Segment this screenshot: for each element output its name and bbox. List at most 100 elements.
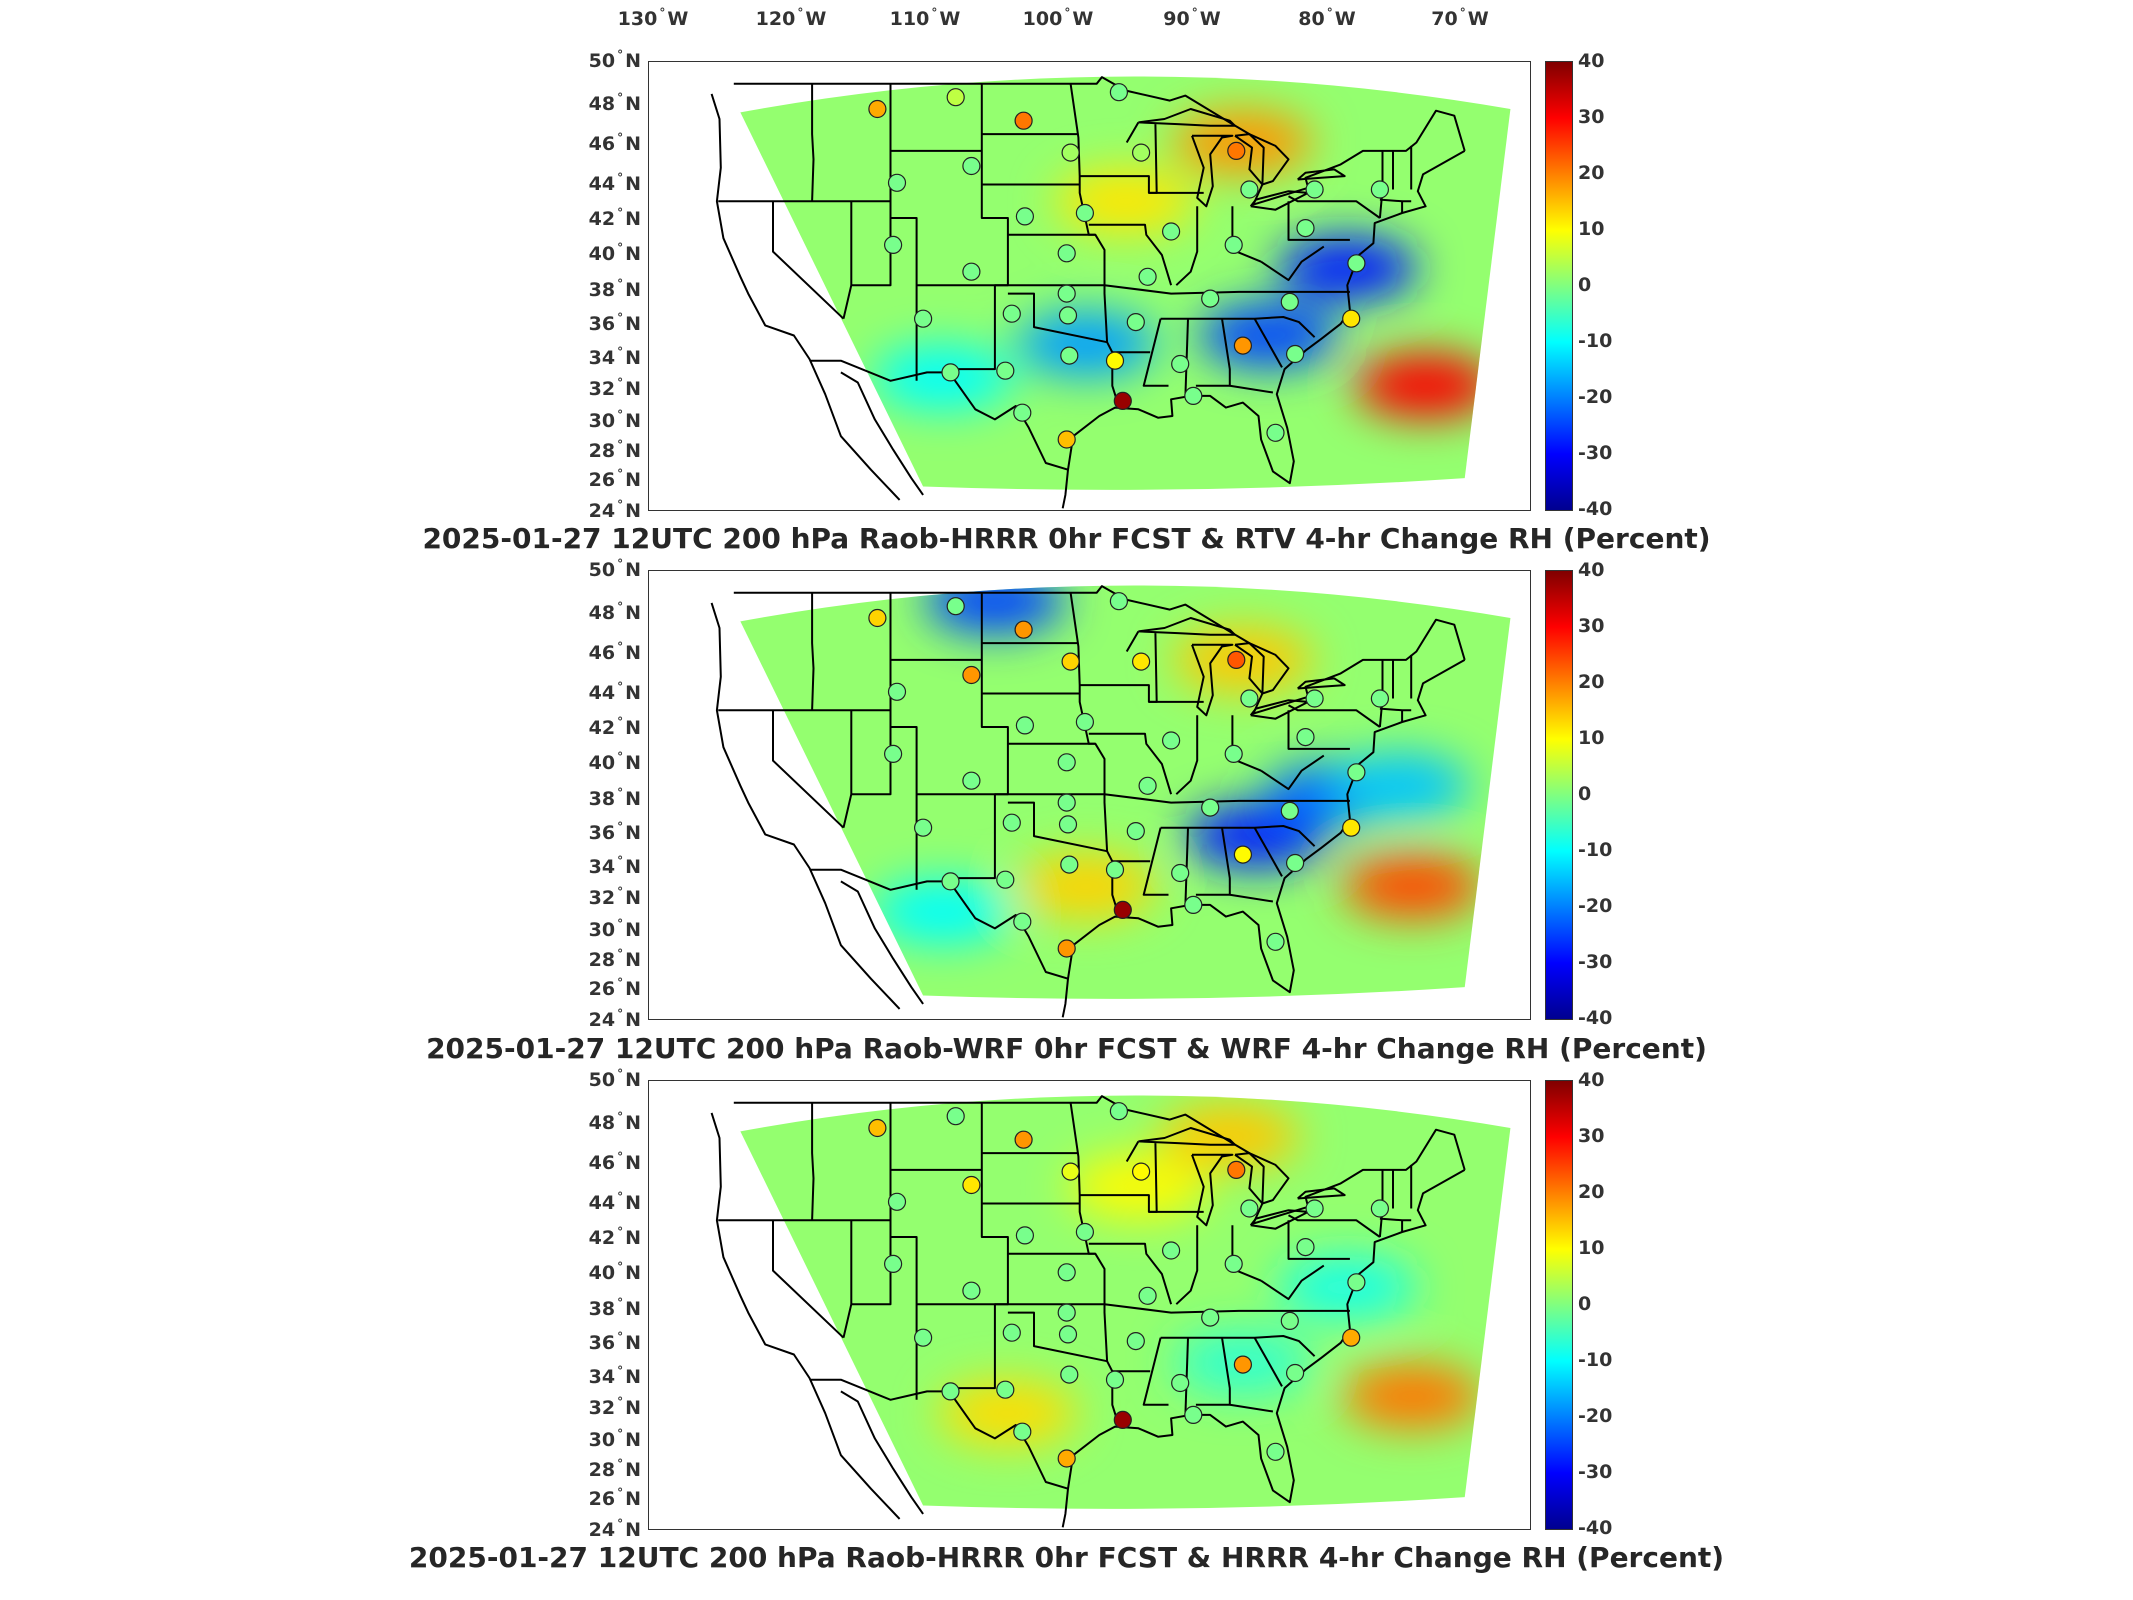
degree-symbol: °	[617, 1486, 624, 1500]
colorbar-tick-label: 10	[1578, 218, 1605, 240]
colorbar-tick-label: 30	[1578, 106, 1605, 128]
latitude-value: 36	[588, 822, 616, 844]
raob-station-marker	[884, 235, 903, 254]
latitude-value: 32	[588, 887, 616, 909]
raob-station-marker	[1002, 304, 1021, 323]
raob-station-marker	[1266, 423, 1285, 442]
latitude-label: 44 ° N	[583, 171, 641, 195]
latitude-label: 24 ° N	[583, 1517, 641, 1541]
map-canvas	[710, 585, 1511, 1018]
latitude-label: 48 ° N	[583, 91, 641, 115]
colorbar-tick-label: 30	[1578, 615, 1605, 637]
latitude-value: 36	[588, 1332, 616, 1354]
degree-symbol: °	[1191, 6, 1198, 20]
state-boundary	[1287, 201, 1350, 241]
degree-symbol: °	[617, 1225, 624, 1239]
raob-station-marker	[1060, 1365, 1079, 1384]
colorbar-tick-label: 10	[1578, 727, 1605, 749]
great-lake-outline	[1297, 677, 1346, 690]
latitude-value: 44	[588, 173, 616, 195]
colorbar-tick-label: 20	[1578, 671, 1605, 693]
latitude-value: 40	[588, 752, 616, 774]
degree-symbol: °	[1459, 6, 1466, 20]
field-anomaly	[1277, 1255, 1418, 1320]
latitude-suffix: N	[625, 313, 641, 335]
latitude-label: 26 ° N	[583, 1486, 641, 1510]
degree-symbol: °	[617, 820, 624, 834]
raob-station-marker	[1057, 430, 1076, 449]
raob-station-marker	[1075, 1222, 1094, 1242]
state-boundary	[1229, 1403, 1274, 1413]
colorbar-tick-label: -20	[1578, 1405, 1613, 1427]
raob-station-marker	[1061, 652, 1080, 671]
raob-station-marker	[1266, 1442, 1285, 1461]
state-boundary	[1288, 195, 1381, 219]
latitude-label: 50 ° N	[583, 1067, 641, 1091]
latitude-value: 38	[588, 788, 616, 810]
great-lake-outline	[1191, 643, 1234, 717]
latitude-value: 24	[588, 1009, 616, 1031]
raob-station-marker	[1015, 207, 1034, 226]
longitude-value: 90	[1163, 8, 1190, 30]
latitude-value: 42	[588, 1227, 616, 1249]
latitude-suffix: N	[625, 410, 641, 432]
degree-symbol: °	[617, 557, 624, 571]
raob-station-marker	[1285, 1363, 1305, 1383]
raob-station-marker	[1266, 932, 1285, 951]
us-canada-border	[733, 1095, 1466, 1225]
latitude-value: 30	[588, 1429, 616, 1451]
longitude-suffix: W	[1334, 8, 1356, 30]
raob-station-marker	[1113, 900, 1132, 919]
latitude-label: 32 ° N	[583, 1395, 641, 1419]
mexico-coastline	[1061, 1488, 1069, 1528]
degree-symbol: °	[659, 6, 666, 20]
mexico-coastline	[1061, 469, 1069, 509]
raob-station-marker	[1138, 267, 1157, 286]
latitude-suffix: N	[625, 1519, 641, 1541]
great-lake-outline	[1297, 168, 1346, 181]
raob-station-marker	[1280, 292, 1299, 311]
raob-station-marker	[1227, 141, 1246, 161]
latitude-label: 48 ° N	[583, 1110, 641, 1134]
field-anomaly	[1199, 303, 1339, 368]
longitude-value: 80	[1298, 8, 1325, 30]
raob-station-marker	[884, 744, 903, 763]
latitude-suffix: N	[625, 822, 641, 844]
raob-station-marker	[1201, 1308, 1220, 1327]
latitude-suffix: N	[625, 717, 641, 739]
latitude-label: 28 ° N	[583, 1457, 641, 1481]
raob-station-marker	[1014, 1130, 1033, 1149]
state-boundary	[1260, 1264, 1325, 1301]
field-anomaly	[1342, 854, 1483, 919]
latitude-suffix: N	[625, 347, 641, 369]
latitude-label: 42 ° N	[583, 206, 641, 230]
raob-station-marker	[1132, 1162, 1151, 1181]
state-boundary	[1287, 1220, 1350, 1260]
degree-symbol: °	[617, 131, 624, 145]
degree-symbol: °	[617, 1364, 624, 1378]
map-canvas	[710, 76, 1511, 509]
state-boundary	[1379, 1217, 1412, 1222]
latitude-value: 50	[588, 1069, 616, 1091]
latitude-value: 36	[588, 313, 616, 335]
latitude-suffix: N	[625, 1227, 641, 1249]
latitude-label: 36 ° N	[583, 1330, 641, 1354]
state-boundary	[1160, 1335, 1316, 1357]
latitude-suffix: N	[625, 1112, 641, 1134]
latitude-value: 38	[588, 1298, 616, 1320]
raob-station-marker	[1013, 1422, 1032, 1441]
degree-symbol: °	[617, 206, 624, 220]
state-boundary	[1288, 704, 1381, 728]
degree-symbol: °	[617, 1457, 624, 1471]
raob-station-marker	[1138, 1286, 1157, 1305]
great-lake-outline	[1249, 190, 1310, 211]
latitude-suffix: N	[625, 788, 641, 810]
latitude-value: 50	[588, 559, 616, 581]
raob-station-marker	[1161, 222, 1181, 241]
latitude-suffix: N	[625, 1262, 641, 1284]
longitude-label: 130 ° W	[618, 6, 689, 30]
latitude-label: 26 ° N	[583, 976, 641, 1000]
raob-station-marker	[1105, 351, 1125, 370]
raob-station-marker	[1113, 1410, 1132, 1429]
latitude-suffix: N	[625, 682, 641, 704]
